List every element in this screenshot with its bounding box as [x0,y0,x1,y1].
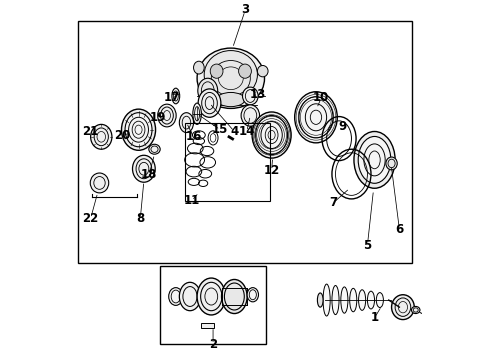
Ellipse shape [252,112,291,158]
Ellipse shape [323,284,330,316]
Text: 16: 16 [185,130,202,143]
Ellipse shape [376,293,383,307]
Bar [78,22,412,263]
Ellipse shape [90,173,109,193]
Text: 10: 10 [313,91,329,104]
Ellipse shape [341,287,348,313]
Ellipse shape [193,103,201,125]
Ellipse shape [241,105,260,126]
Ellipse shape [392,295,414,320]
Ellipse shape [122,109,155,150]
Ellipse shape [194,61,204,74]
Ellipse shape [179,282,200,311]
Text: 6: 6 [395,222,403,235]
Text: 15: 15 [212,123,228,136]
Text: 11: 11 [184,194,200,207]
Ellipse shape [257,66,268,77]
Ellipse shape [386,157,397,170]
Text: 14: 14 [239,125,255,138]
Ellipse shape [256,116,288,154]
Ellipse shape [354,131,395,188]
Ellipse shape [221,279,247,314]
Ellipse shape [91,125,112,149]
Bar [160,266,266,345]
Ellipse shape [247,288,259,302]
Ellipse shape [132,155,155,182]
Ellipse shape [158,104,176,127]
Text: 5: 5 [363,239,371,252]
Ellipse shape [332,285,339,315]
Ellipse shape [169,288,183,305]
Text: 7: 7 [330,196,338,209]
Ellipse shape [204,50,257,99]
Ellipse shape [318,293,323,307]
Text: 18: 18 [141,167,157,181]
Text: 21: 21 [82,125,99,138]
Bar [185,123,270,201]
Ellipse shape [294,92,337,143]
Text: 22: 22 [82,212,99,225]
Ellipse shape [198,78,218,103]
Ellipse shape [412,306,420,314]
Text: 17: 17 [164,91,180,104]
Bar [200,323,214,328]
Ellipse shape [359,290,366,310]
Text: 1: 1 [370,311,379,324]
Ellipse shape [217,93,245,107]
Ellipse shape [350,288,357,312]
Ellipse shape [172,88,180,104]
Text: 8: 8 [136,212,145,225]
Text: 19: 19 [150,111,166,124]
Text: 20: 20 [115,129,131,141]
Text: 3: 3 [241,3,249,15]
Ellipse shape [368,291,374,309]
Ellipse shape [210,64,223,78]
Ellipse shape [179,113,194,132]
Ellipse shape [149,144,160,154]
Text: 2: 2 [209,338,217,351]
Ellipse shape [198,89,221,117]
Ellipse shape [125,113,152,147]
Text: 4: 4 [230,125,239,138]
Text: 9: 9 [339,120,347,133]
Text: 12: 12 [264,164,280,177]
Ellipse shape [243,87,258,105]
Ellipse shape [239,64,251,78]
Text: 13: 13 [249,88,266,101]
Ellipse shape [197,48,265,108]
Ellipse shape [358,136,391,183]
Ellipse shape [197,278,225,315]
